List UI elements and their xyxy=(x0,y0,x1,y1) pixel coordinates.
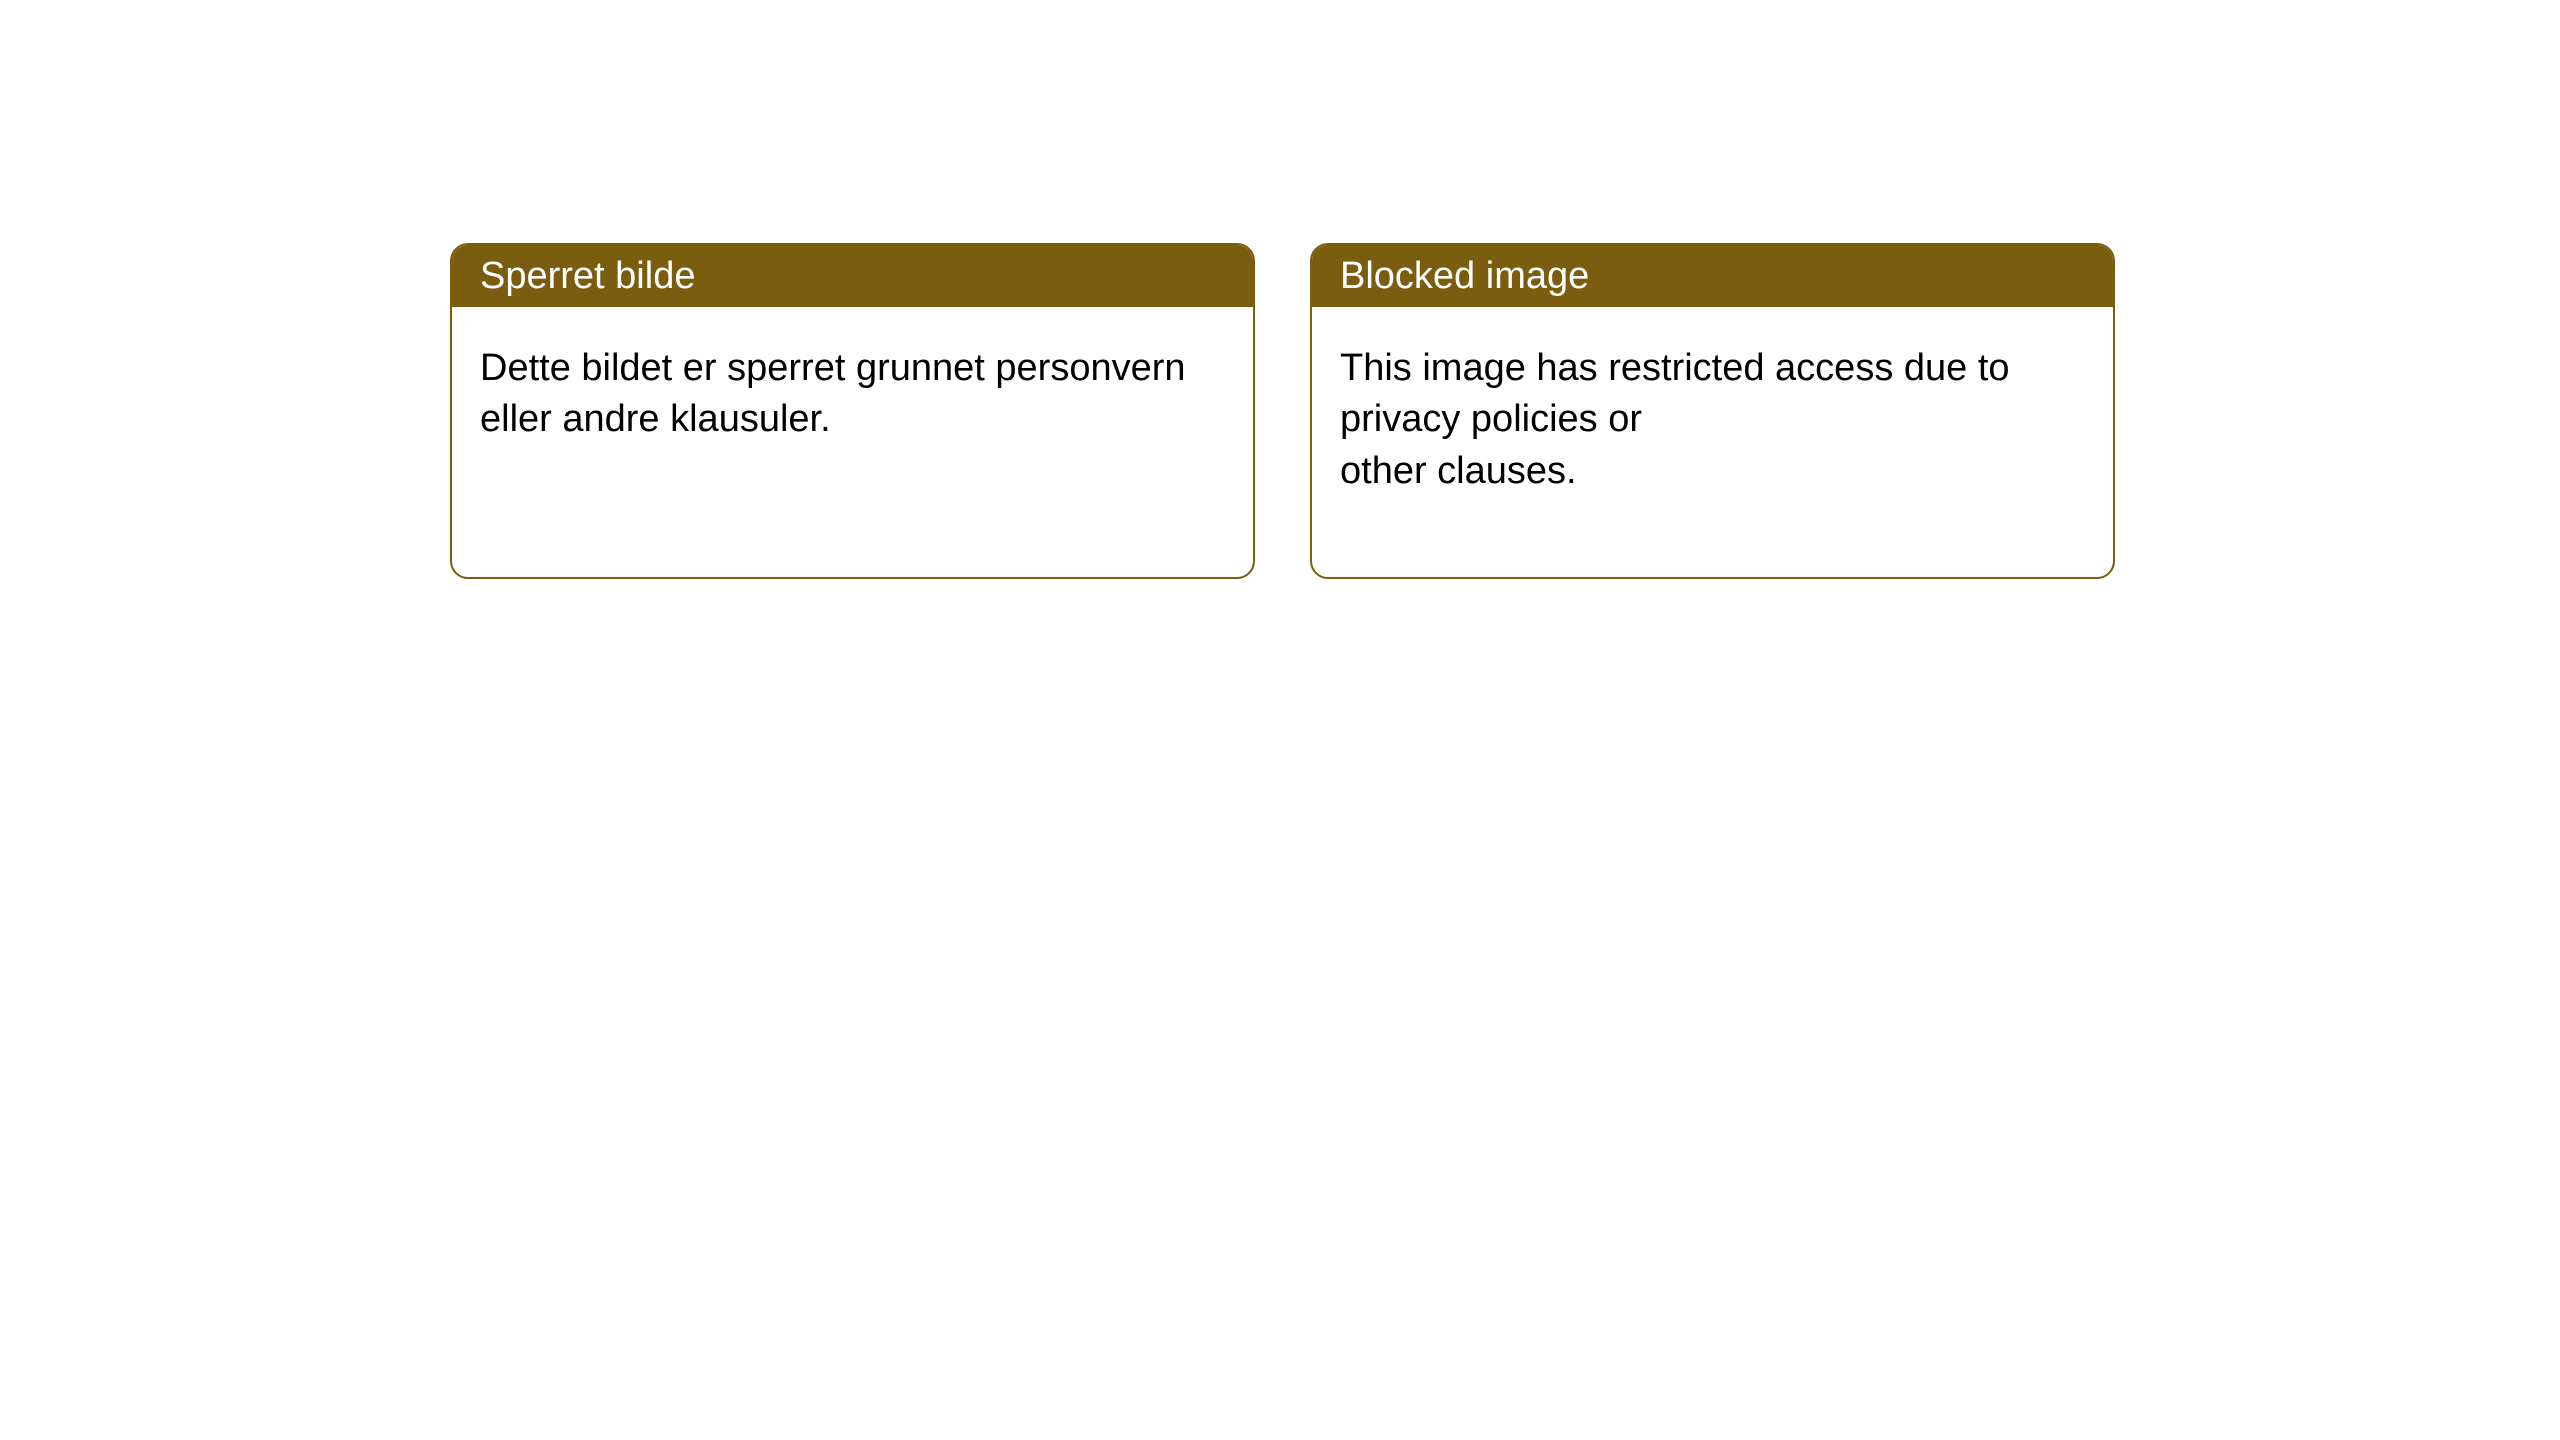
notice-cards-container: Sperret bilde Dette bildet er sperret gr… xyxy=(450,243,2115,579)
notice-card-norwegian: Sperret bilde Dette bildet er sperret gr… xyxy=(450,243,1255,579)
card-header-norwegian: Sperret bilde xyxy=(452,245,1253,307)
notice-card-english: Blocked image This image has restricted … xyxy=(1310,243,2115,579)
card-header-english: Blocked image xyxy=(1312,245,2113,307)
card-body-norwegian: Dette bildet er sperret grunnet personve… xyxy=(452,307,1253,482)
card-body-english: This image has restricted access due to … xyxy=(1312,307,2113,533)
